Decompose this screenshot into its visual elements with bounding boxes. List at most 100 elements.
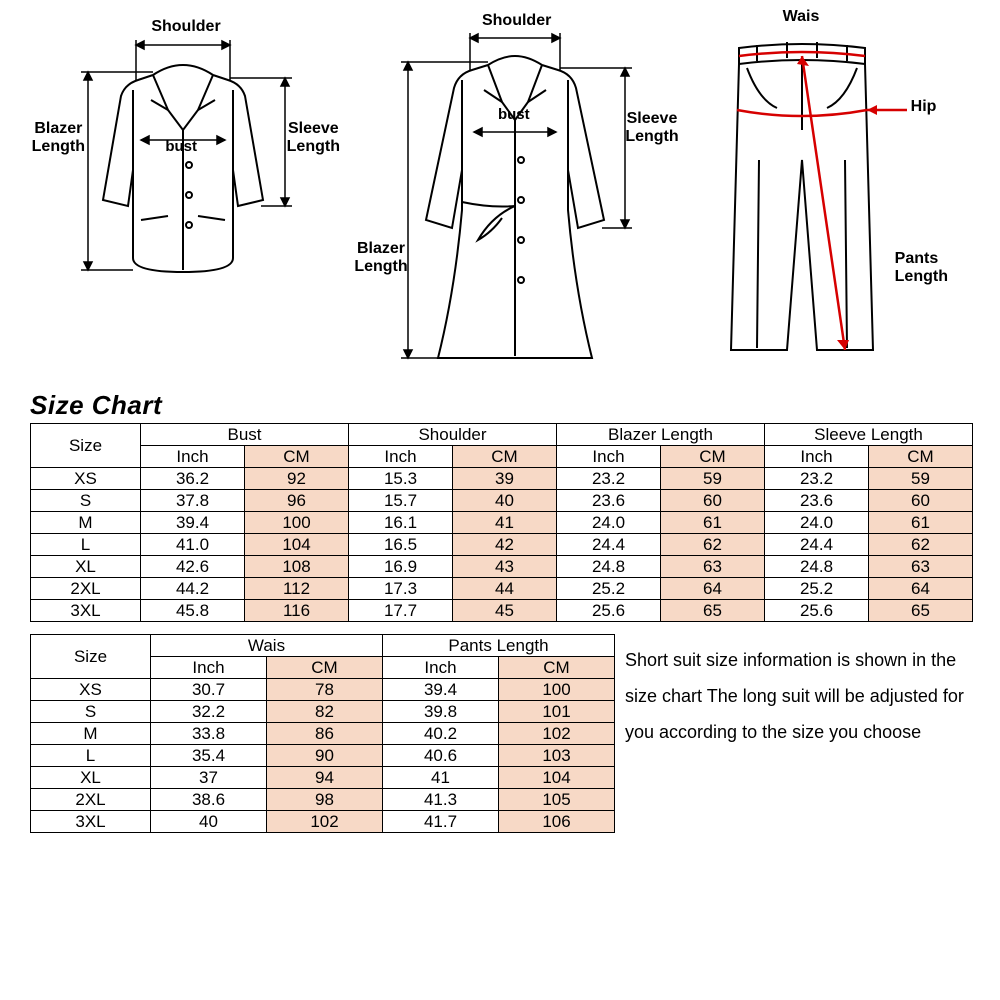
unit-header: CM xyxy=(245,446,349,468)
value-cell: 25.6 xyxy=(557,600,661,622)
size-cell: M xyxy=(31,723,151,745)
value-cell: 104 xyxy=(245,534,349,556)
blazer-shoulder-label: Shoulder xyxy=(151,18,220,36)
value-cell: 44 xyxy=(453,578,557,600)
value-cell: 39 xyxy=(453,468,557,490)
blazer-bust-label: bust xyxy=(165,138,197,155)
unit-header: CM xyxy=(661,446,765,468)
group-header: Pants Length xyxy=(383,635,615,657)
size-cell: 3XL xyxy=(31,600,141,622)
value-cell: 24.4 xyxy=(557,534,661,556)
unit-header: Inch xyxy=(349,446,453,468)
coat-sleeve-label: SleeveLength xyxy=(622,110,682,145)
pants-length-label: PantsLength xyxy=(895,250,965,285)
value-cell: 45 xyxy=(453,600,557,622)
value-cell: 41 xyxy=(453,512,557,534)
group-header: Shoulder xyxy=(349,424,557,446)
table-row: XL42.610816.94324.86324.863 xyxy=(31,556,973,578)
value-cell: 37.8 xyxy=(141,490,245,512)
table-row: L35.49040.6103 xyxy=(31,745,615,767)
value-cell: 90 xyxy=(267,745,383,767)
value-cell: 61 xyxy=(661,512,765,534)
unit-header: CM xyxy=(499,657,615,679)
unit-header: CM xyxy=(267,657,383,679)
coat-diagram: Shoulder bust BlazerLength SleeveLength xyxy=(360,10,670,380)
size-table-top: SizeBustShoulderBlazer LengthSleeve Leng… xyxy=(30,423,973,622)
value-cell: 86 xyxy=(267,723,383,745)
size-table-bottom: SizeWaisPants LengthInchCMInchCM XS30.77… xyxy=(30,634,615,833)
value-cell: 102 xyxy=(499,723,615,745)
pants-hip-label: Hip xyxy=(911,98,937,116)
unit-header: Inch xyxy=(557,446,661,468)
size-cell: XL xyxy=(31,556,141,578)
value-cell: 42.6 xyxy=(141,556,245,578)
table1-head: SizeBustShoulderBlazer LengthSleeve Leng… xyxy=(31,424,973,468)
value-cell: 24.8 xyxy=(765,556,869,578)
unit-header: Inch xyxy=(151,657,267,679)
unit-header: Inch xyxy=(141,446,245,468)
group-header: Bust xyxy=(141,424,349,446)
table-row: 2XL44.211217.34425.26425.264 xyxy=(31,578,973,600)
value-cell: 101 xyxy=(499,701,615,723)
group-header: Wais xyxy=(151,635,383,657)
value-cell: 100 xyxy=(499,679,615,701)
value-cell: 65 xyxy=(661,600,765,622)
size-header: Size xyxy=(31,635,151,679)
value-cell: 106 xyxy=(499,811,615,833)
size-cell: L xyxy=(31,534,141,556)
value-cell: 24.0 xyxy=(557,512,661,534)
value-cell: 40 xyxy=(453,490,557,512)
value-cell: 24.8 xyxy=(557,556,661,578)
pants-wais-label: Wais xyxy=(783,8,820,26)
value-cell: 16.9 xyxy=(349,556,453,578)
value-cell: 60 xyxy=(661,490,765,512)
size-cell: 2XL xyxy=(31,578,141,600)
value-cell: 36.2 xyxy=(141,468,245,490)
table-row: XS30.77839.4100 xyxy=(31,679,615,701)
value-cell: 41.3 xyxy=(383,789,499,811)
coat-length-label: BlazerLength xyxy=(346,240,416,275)
size-cell: 3XL xyxy=(31,811,151,833)
value-cell: 24.4 xyxy=(765,534,869,556)
value-cell: 16.5 xyxy=(349,534,453,556)
value-cell: 63 xyxy=(661,556,765,578)
value-cell: 40 xyxy=(151,811,267,833)
table1-body: XS36.29215.33923.25923.259S37.89615.7402… xyxy=(31,468,973,622)
value-cell: 96 xyxy=(245,490,349,512)
value-cell: 92 xyxy=(245,468,349,490)
value-cell: 23.6 xyxy=(765,490,869,512)
value-cell: 39.4 xyxy=(141,512,245,534)
value-cell: 64 xyxy=(661,578,765,600)
table-row: S32.28239.8101 xyxy=(31,701,615,723)
value-cell: 59 xyxy=(661,468,765,490)
value-cell: 105 xyxy=(499,789,615,811)
coat-shoulder-label: Shoulder xyxy=(482,12,551,30)
value-cell: 41 xyxy=(383,767,499,789)
unit-header: CM xyxy=(869,446,973,468)
table-row: L41.010416.54224.46224.462 xyxy=(31,534,973,556)
unit-header: Inch xyxy=(383,657,499,679)
value-cell: 23.2 xyxy=(765,468,869,490)
value-cell: 108 xyxy=(245,556,349,578)
size-cell: S xyxy=(31,701,151,723)
size-chart-title: Size Chart xyxy=(0,390,1000,423)
value-cell: 103 xyxy=(499,745,615,767)
bottom-section: SizeWaisPants LengthInchCMInchCM XS30.77… xyxy=(0,634,1000,845)
table2-head: SizeWaisPants LengthInchCMInchCM xyxy=(31,635,615,679)
value-cell: 102 xyxy=(267,811,383,833)
size-note: Short suit size information is shown in … xyxy=(615,634,975,750)
value-cell: 62 xyxy=(869,534,973,556)
size-cell: XS xyxy=(31,679,151,701)
value-cell: 25.2 xyxy=(557,578,661,600)
table-row: 3XL45.811617.74525.66525.665 xyxy=(31,600,973,622)
blazer-length-label: BlazerLength xyxy=(23,120,93,155)
value-cell: 98 xyxy=(267,789,383,811)
measurement-diagrams: Shoulder bust BlazerLength SleeveLength xyxy=(0,0,1000,390)
value-cell: 33.8 xyxy=(151,723,267,745)
value-cell: 37 xyxy=(151,767,267,789)
group-header: Blazer Length xyxy=(557,424,765,446)
value-cell: 45.8 xyxy=(141,600,245,622)
value-cell: 25.6 xyxy=(765,600,869,622)
value-cell: 61 xyxy=(869,512,973,534)
table-row: M39.410016.14124.06124.061 xyxy=(31,512,973,534)
